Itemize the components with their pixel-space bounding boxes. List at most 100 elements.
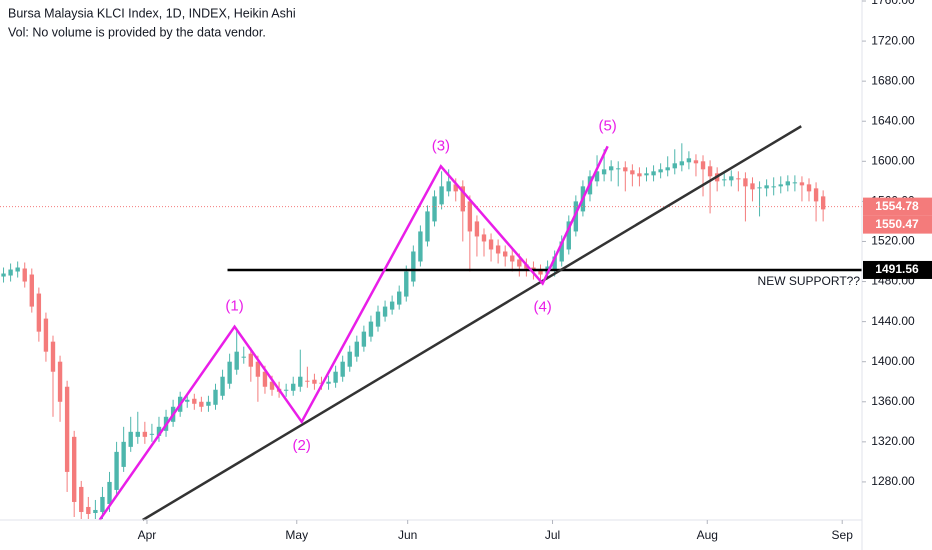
candle-body — [199, 401, 204, 407]
candle-body — [375, 311, 381, 327]
candle-body — [672, 163, 677, 169]
candle-body — [679, 161, 685, 166]
candle-body — [552, 256, 557, 271]
candle-body — [305, 380, 310, 382]
candle-body — [573, 201, 579, 232]
candle-body — [630, 170, 635, 175]
candle-body — [623, 167, 628, 172]
price-label: 1550.47 — [875, 217, 919, 231]
candle-body — [665, 167, 670, 171]
candle-body — [474, 221, 480, 237]
candle-body — [806, 184, 812, 192]
candle-body — [771, 186, 776, 188]
candle-body — [792, 182, 798, 184]
candle-body — [389, 301, 395, 310]
candle-body — [559, 241, 564, 262]
candle-body — [1, 273, 6, 277]
candle-body — [418, 231, 423, 262]
price-label-box — [863, 197, 932, 216]
candle-body — [616, 168, 621, 170]
candle-body — [354, 341, 360, 357]
candle-body — [750, 183, 755, 190]
candle-body — [707, 166, 713, 177]
y-tick-label: 1320.00 — [871, 434, 915, 448]
candle-body — [368, 321, 374, 337]
candle-body — [291, 383, 296, 391]
candle-body — [432, 196, 437, 222]
candle-body — [601, 169, 607, 175]
support-label: NEW SUPPORT?? — [758, 274, 861, 288]
candle-body — [121, 441, 126, 467]
candle-body — [502, 251, 508, 257]
candle-body — [206, 401, 211, 406]
price-label: 1491.56 — [875, 262, 919, 276]
candle-body — [743, 178, 748, 187]
candle-body — [820, 196, 826, 210]
candle-body — [100, 496, 105, 512]
candle-body — [397, 291, 402, 305]
candle-body — [241, 356, 246, 358]
candle-body — [142, 431, 148, 437]
candle-body — [326, 381, 331, 384]
candle-body — [36, 293, 42, 332]
candle-body — [729, 176, 734, 181]
candle-body — [439, 186, 444, 205]
candle-body — [481, 234, 487, 242]
candle-body — [644, 173, 649, 176]
candle-body — [608, 166, 614, 171]
candle-body — [79, 486, 84, 512]
candle-body — [298, 376, 303, 387]
candle-body — [220, 376, 225, 396]
candle-body — [467, 201, 473, 232]
candle-body — [799, 182, 805, 186]
candle-body — [185, 399, 190, 402]
x-tick-label: Sep — [832, 528, 854, 542]
x-tick-label: Aug — [697, 528, 718, 542]
candle-body — [566, 221, 571, 250]
y-tick-label: 1400.00 — [871, 354, 915, 368]
candle-body — [736, 178, 741, 180]
price-label-box — [863, 260, 932, 279]
price-label: 1554.78 — [875, 199, 919, 213]
candle-body — [135, 431, 140, 437]
wave-line — [98, 145, 609, 521]
candle-body — [382, 306, 388, 317]
candle-body — [192, 398, 197, 404]
x-tick-label: May — [285, 528, 308, 542]
candle-body — [149, 433, 155, 435]
candle-body — [517, 259, 522, 267]
candle-body — [488, 239, 494, 250]
x-tick-label: Apr — [138, 528, 157, 542]
y-tick-label: 1360.00 — [871, 394, 915, 408]
wave-label: (1) — [225, 298, 243, 315]
candle-body — [510, 255, 515, 262]
candle-body — [8, 269, 13, 276]
wave-label: (2) — [293, 437, 311, 454]
candle-body — [594, 171, 600, 182]
candle-body — [453, 184, 458, 192]
x-tick-label: Jun — [398, 528, 417, 542]
candle-body — [361, 331, 367, 347]
candle-body — [57, 361, 63, 402]
candle-body — [262, 371, 268, 387]
candle-body — [778, 184, 783, 187]
y-tick-label: 1760.00 — [871, 0, 915, 7]
candle-body — [15, 267, 20, 272]
candle-body — [22, 268, 27, 282]
candle-body — [722, 179, 727, 181]
chart-subtitle: Vol: No volume is provided by the data v… — [8, 25, 266, 39]
candle-body — [71, 436, 77, 502]
candle-body — [785, 181, 791, 186]
candle-body — [658, 169, 663, 173]
candle-body — [538, 270, 543, 275]
candle-body — [43, 318, 49, 352]
candle-body — [255, 361, 261, 377]
candle-body — [114, 451, 119, 490]
y-tick-label: 1280.00 — [871, 474, 915, 488]
plot-area: NEW SUPPORT?? (1) (2) (3) (4) (5) — [0, 117, 862, 522]
candle-body — [340, 361, 345, 377]
y-tick-label: 1600.00 — [871, 153, 915, 167]
candle-body — [446, 181, 451, 192]
candle-body — [404, 271, 409, 297]
